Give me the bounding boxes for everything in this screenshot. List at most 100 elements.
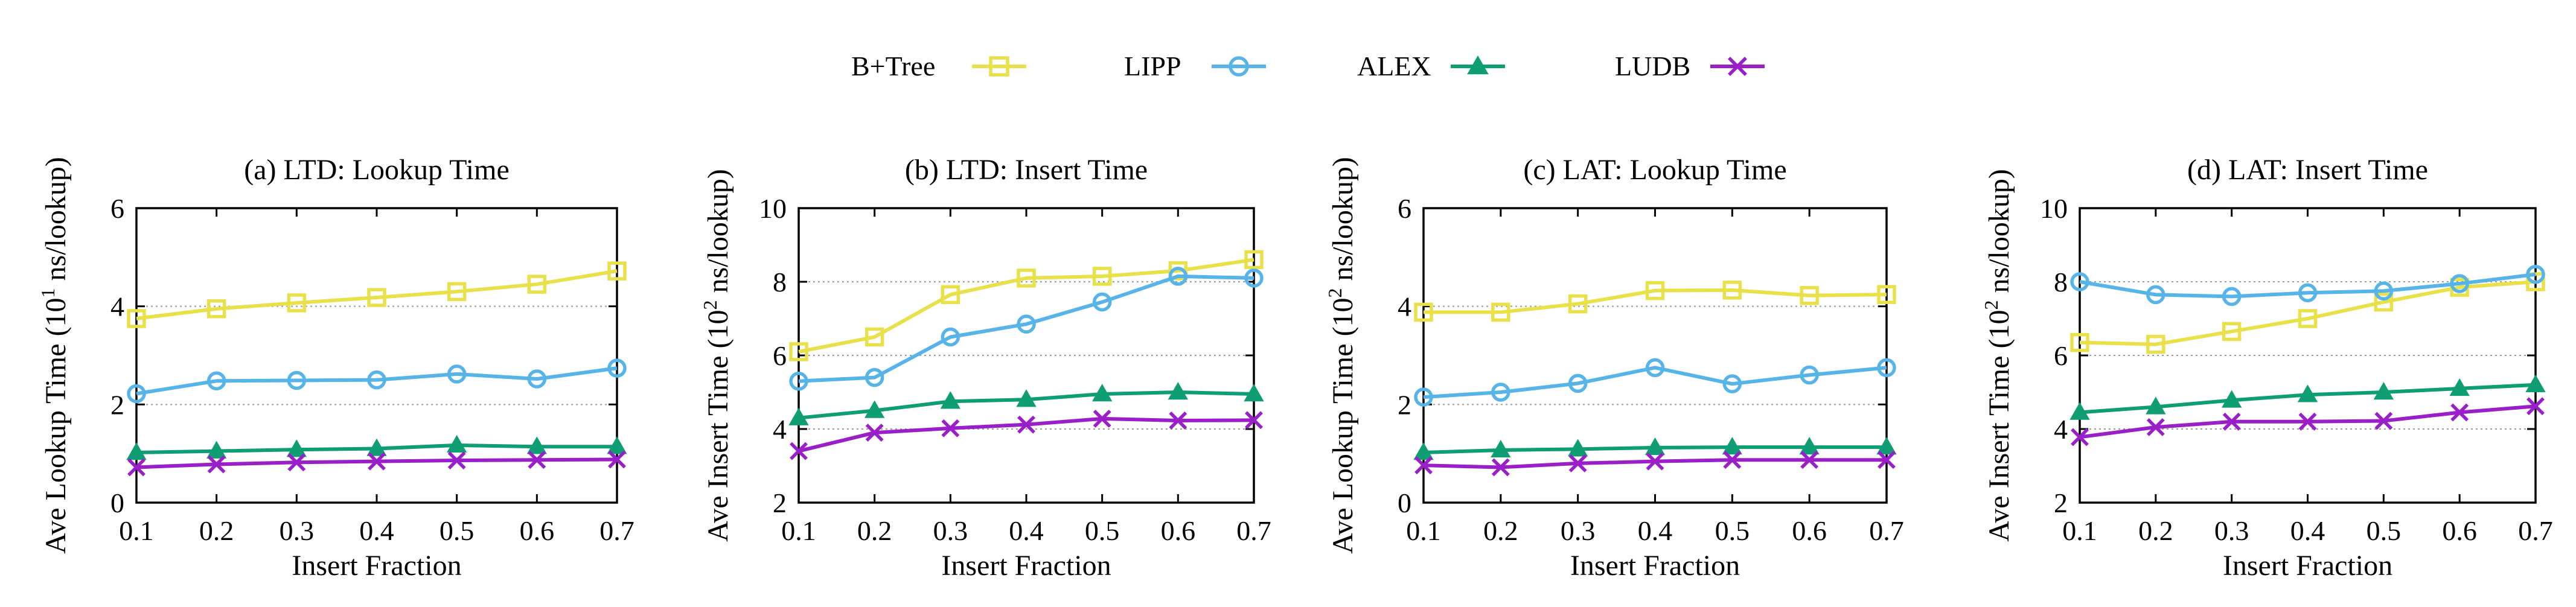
y-tick-label: 6 — [2054, 340, 2068, 371]
x-tick-label: 0.1 — [119, 515, 154, 546]
x-tick-label: 0.3 — [2214, 515, 2249, 546]
x-axis-label: Insert Fraction — [2223, 550, 2392, 582]
data-point-circle — [2526, 265, 2545, 284]
y-tick-label: 2 — [773, 488, 787, 518]
cross-stroke — [1878, 451, 1896, 469]
data-point-triangle — [2525, 374, 2546, 393]
cross-stroke — [1728, 57, 1747, 76]
data-point-triangle — [206, 440, 227, 459]
data-point-triangle — [2297, 384, 2318, 402]
y-tick-label: 0 — [1398, 488, 1411, 518]
data-point-triangle — [2069, 402, 2090, 420]
x-tick-label: 0.1 — [2062, 515, 2097, 546]
data-point-cross — [1169, 412, 1187, 430]
data-point-triangle — [1168, 382, 1189, 400]
data-point-square — [865, 327, 884, 347]
y-tick-label: 8 — [2054, 267, 2068, 297]
series-alex — [788, 382, 1264, 425]
x-tick-label: 0.6 — [1161, 515, 1196, 546]
y-axis-label: Ave Insert Time (102 ns/lookup) — [1980, 169, 2015, 542]
data-point-square — [1168, 261, 1188, 281]
data-point-circle — [2450, 274, 2469, 293]
data-point-triangle — [2221, 390, 2242, 408]
data-point-cross — [1017, 415, 1035, 434]
data-point-circle — [1722, 374, 1742, 393]
data-point-triangle — [1644, 437, 1666, 456]
data-point-circle — [1168, 267, 1188, 286]
series-alex — [2069, 374, 2546, 420]
series-line — [1423, 366, 1887, 399]
x-tick-label: 0.1 — [781, 515, 816, 546]
x-tick-label: 0.4 — [1009, 515, 1044, 546]
data-point-square — [2146, 334, 2165, 354]
data-point-circle — [607, 358, 627, 378]
data-point-circle — [2298, 283, 2318, 303]
data-point-circle — [789, 371, 808, 391]
x-axis-label: Insert Fraction — [1570, 550, 1740, 582]
data-point-cross — [865, 424, 884, 442]
y-tick-label: 2 — [1398, 389, 1411, 420]
data-point-square — [1414, 302, 1433, 322]
cross-stroke — [1646, 452, 1664, 471]
y-axis-label: Ave Lookup Time (101 ns/lookup) — [37, 157, 72, 554]
data-point-triangle — [1567, 439, 1588, 457]
x-axis-label: Insert Fraction — [292, 550, 461, 582]
data-point-square — [989, 56, 1009, 77]
data-point-cross — [368, 452, 386, 471]
data-point-triangle — [1876, 437, 1897, 455]
series-btree — [789, 250, 1264, 361]
data-point-circle — [1244, 269, 1264, 288]
data-point-cross — [1723, 451, 1742, 469]
chart-title: (d) LAT: Insert Time — [2187, 154, 2428, 186]
series-alex — [1413, 437, 1897, 460]
data-point-cross — [2298, 412, 2317, 431]
x-axis-label: Insert Fraction — [941, 550, 1111, 582]
series-line — [798, 274, 1254, 383]
cross-stroke — [941, 419, 960, 437]
data-point-cross — [2526, 397, 2545, 416]
series-ludb — [1414, 451, 1896, 477]
x-tick-label: 0.6 — [1792, 515, 1827, 546]
data-point-cross — [447, 451, 466, 469]
data-point-square — [1722, 281, 1742, 300]
data-point-triangle — [1467, 55, 1489, 75]
y-tick-label: 0 — [110, 488, 124, 518]
cross-stroke — [2071, 428, 2089, 447]
data-point-circle — [367, 370, 386, 390]
data-point-square — [2374, 292, 2394, 312]
y-tick-label: 6 — [773, 340, 787, 371]
data-point-cross — [790, 442, 808, 460]
x-tick-label: 0.7 — [1236, 515, 1271, 546]
data-point-square — [1800, 286, 1819, 305]
y-axis-label: Ave Lookup Time (102 ns/lookup) — [1324, 157, 1359, 554]
y-axis-label-unit: ns/lookup) — [702, 169, 734, 300]
data-point-square — [447, 282, 467, 302]
legend-label: B+Tree — [851, 51, 936, 81]
y-axis-label-text: Ave Lookup Time (10 — [40, 297, 72, 553]
data-point-circle — [2146, 285, 2165, 305]
data-point-circle — [2374, 281, 2394, 300]
cross-stroke — [1169, 412, 1187, 430]
data-point-cross — [2450, 403, 2469, 422]
data-point-circle — [127, 384, 146, 404]
x-tick-label: 0.3 — [1561, 515, 1596, 546]
data-point-triangle — [1016, 389, 1037, 407]
data-point-circle — [1877, 358, 1896, 378]
data-point-triangle — [1413, 442, 1434, 460]
data-point-cross — [608, 450, 626, 469]
cross-stroke — [207, 455, 226, 474]
x-tick-label: 0.7 — [599, 515, 634, 546]
cross-stroke — [1414, 456, 1433, 475]
data-point-square — [1017, 269, 1036, 288]
data-point-square — [2222, 322, 2242, 342]
data-point-circle — [1568, 373, 1588, 393]
data-point-circle — [1229, 56, 1249, 77]
cross-stroke — [1723, 451, 1742, 469]
series-lipp — [789, 267, 1264, 391]
legend-label: ALEX — [1357, 51, 1431, 81]
cross-stroke — [2526, 397, 2545, 416]
data-point-square — [1568, 294, 1588, 314]
data-point-triangle — [526, 436, 548, 454]
data-point-triangle — [607, 436, 627, 454]
data-point-circle — [941, 327, 960, 347]
